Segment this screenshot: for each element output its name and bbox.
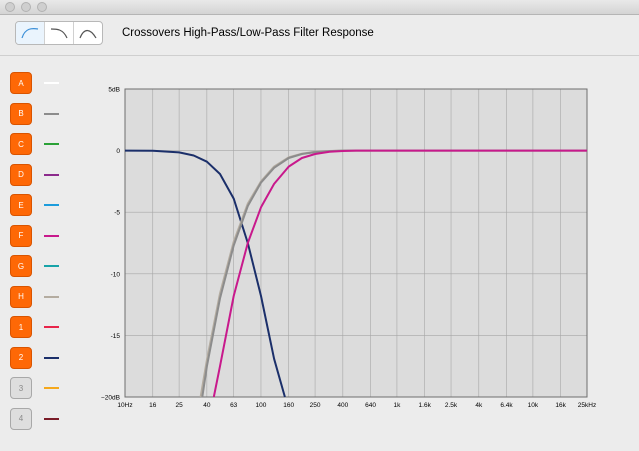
x-tick-label: 10k — [528, 402, 539, 409]
x-tick-label: 1k — [393, 402, 401, 409]
channel-color-swatch — [44, 265, 59, 267]
channel-toggle-f[interactable]: F — [10, 224, 32, 247]
close-button[interactable] — [5, 2, 15, 12]
channel-toggle-c[interactable]: C — [10, 133, 32, 155]
x-tick-label: 16 — [149, 402, 157, 409]
window-titlebar — [0, 0, 639, 15]
lowpass-mode-button[interactable] — [45, 22, 74, 44]
x-tick-label: 400 — [337, 402, 348, 409]
y-tick-label: -10 — [111, 271, 121, 278]
minimize-button[interactable] — [21, 2, 31, 12]
channel-row-4: 4 — [10, 407, 70, 430]
channel-row-b: B — [10, 102, 70, 125]
y-tick-label: 0 — [116, 148, 120, 155]
channel-color-swatch — [44, 234, 59, 237]
bandpass-mode-button[interactable] — [74, 22, 102, 44]
channel-toggle-g[interactable]: G — [10, 255, 32, 277]
highpass-mode-button[interactable] — [16, 22, 45, 44]
zoom-button[interactable] — [37, 2, 47, 12]
channel-row-2: 2 — [10, 346, 70, 369]
x-tick-label: 250 — [310, 402, 321, 409]
channel-color-swatch — [44, 204, 59, 206]
page-title: Crossovers High-Pass/Low-Pass Filter Res… — [122, 27, 374, 39]
channel-row-a: A — [10, 72, 70, 94]
channel-row-c: C — [10, 133, 70, 155]
channel-toggle-d[interactable]: D — [10, 163, 32, 186]
channel-color-swatch — [44, 143, 59, 145]
x-tick-label: 10Hz — [117, 402, 132, 409]
channel-row-e: E — [10, 194, 70, 216]
channel-row-h: H — [10, 285, 70, 308]
x-tick-label: 25kHz — [578, 402, 596, 409]
channel-toggle-e[interactable]: E — [10, 194, 32, 216]
channel-color-swatch — [44, 173, 59, 176]
channel-row-f: F — [10, 224, 70, 247]
y-tick-label: 5dB — [108, 87, 120, 94]
x-tick-label: 640 — [365, 402, 376, 409]
channel-toggle-3[interactable]: 3 — [10, 377, 32, 399]
x-tick-label: 6.4k — [500, 402, 513, 409]
x-tick-label: 4k — [475, 402, 483, 409]
highpass-curve-icon — [21, 27, 39, 39]
x-tick-label: 160 — [283, 402, 294, 409]
channel-row-g: G — [10, 255, 70, 277]
plot-area — [124, 88, 588, 398]
channel-color-swatch — [44, 387, 59, 389]
channel-toggle-4[interactable]: 4 — [10, 407, 32, 430]
channel-color-swatch — [44, 295, 59, 298]
plot-border — [124, 88, 588, 398]
y-tick-label: -5 — [114, 210, 120, 217]
channel-color-swatch — [44, 356, 59, 359]
channel-toggle-a[interactable]: A — [10, 72, 32, 94]
lowpass-curve-icon — [50, 28, 68, 39]
y-tick-label: -15 — [111, 333, 121, 340]
channel-toggle-1[interactable]: 1 — [10, 316, 32, 338]
x-tick-label: 63 — [230, 402, 238, 409]
x-tick-label: 25 — [175, 402, 183, 409]
channel-row-d: D — [10, 163, 70, 186]
frequency-response-chart: 10Hz 16 25 40 63 100 160 250 400 640 1k 1.6k 2.5k 4k 6… — [101, 87, 596, 410]
x-tick-label: 40 — [203, 402, 211, 409]
toolbar: Crossovers High-Pass/Low-Pass Filter Res… — [0, 15, 639, 56]
channel-color-swatch — [44, 326, 59, 328]
channel-toggle-b[interactable]: B — [10, 102, 32, 125]
channel-toggle-2[interactable]: 2 — [10, 346, 32, 369]
x-tick-label: 2.5k — [445, 402, 458, 409]
channel-color-swatch — [44, 417, 59, 420]
x-tick-label: 16k — [555, 402, 566, 409]
x-tick-label: 100 — [256, 402, 267, 409]
channel-row-1: 1 — [10, 316, 70, 338]
channel-toggle-h[interactable]: H — [10, 285, 32, 308]
channel-row-3: 3 — [10, 377, 70, 399]
channel-color-swatch — [44, 112, 59, 115]
y-tick-label: −20dB — [101, 395, 120, 402]
response-curve-channel-2 — [124, 149, 286, 398]
filter-mode-segmented-control — [15, 21, 103, 45]
bandpass-curve-icon — [79, 29, 97, 39]
x-tick-label: 1.6k — [419, 402, 432, 409]
response-curve-channel-f — [212, 149, 587, 398]
channel-color-swatch — [44, 82, 59, 84]
